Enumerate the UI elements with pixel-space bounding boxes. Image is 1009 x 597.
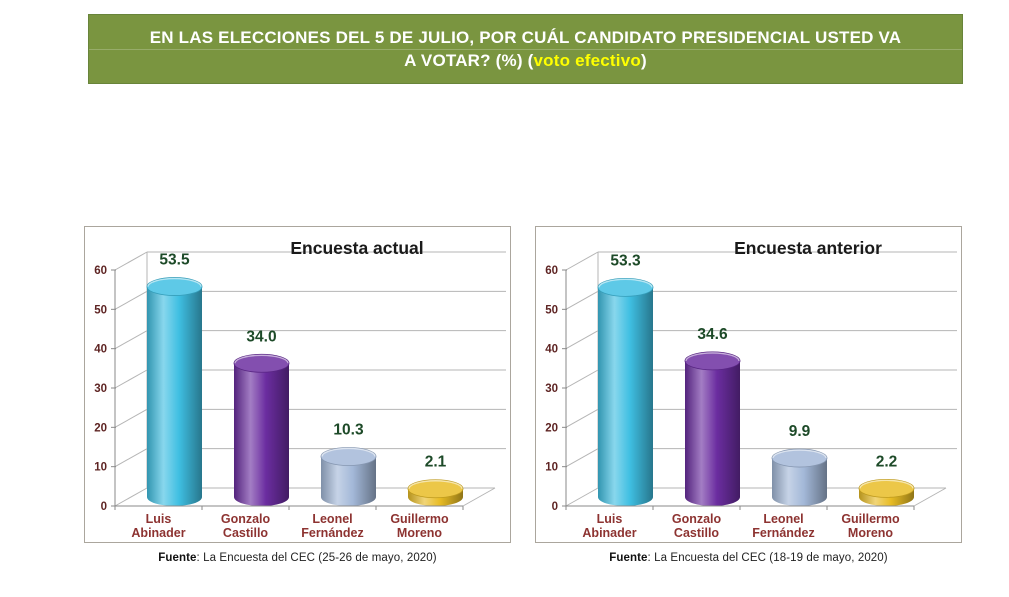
chart-title: Encuesta anterior — [734, 238, 882, 258]
cylinder-top-gonzalo-castillo — [684, 351, 741, 371]
y-tick-label: 40 — [545, 344, 558, 356]
y-tick-label: 30 — [94, 383, 107, 395]
question-text-suffix: ) — [640, 51, 647, 70]
cylinder-top-luis-abinader — [597, 277, 654, 297]
value-label-guillermo-moreno: 2.2 — [876, 453, 898, 470]
cylinder-body-leonel-fernandez — [321, 456, 376, 506]
y-tick-label: 60 — [545, 265, 558, 277]
category-label-luis-abinader: Abinader — [131, 526, 185, 540]
cylinder-body-gonzalo-castillo — [685, 360, 740, 506]
gridline-diagonal — [114, 408, 148, 428]
gridline-diagonal — [565, 290, 599, 310]
floor-right-diagonal — [913, 487, 947, 507]
cylinder-top-highlight — [685, 352, 740, 362]
gridline-diagonal — [565, 251, 599, 271]
gridline-diagonal — [114, 369, 148, 389]
value-label-leonel-fernandez: 9.9 — [789, 423, 811, 440]
question-text-prefix: A VOTAR? (%) ( — [404, 51, 534, 70]
cylinder-top-highlight — [598, 278, 653, 288]
question-banner: EN LAS ELECCIONES DEL 5 DE JULIO, POR CU… — [88, 14, 963, 84]
y-tick-label: 50 — [545, 304, 558, 316]
category-label-gonzalo-castillo: Gonzalo — [672, 512, 722, 526]
cylinder-top-leonel-fernandez — [320, 447, 377, 466]
value-label-gonzalo-castillo: 34.0 — [246, 328, 276, 345]
y-tick-label: 50 — [94, 304, 107, 316]
category-label-guillermo-moreno: Moreno — [397, 526, 443, 540]
gridline-diagonal — [565, 330, 599, 350]
y-tick-label: 60 — [94, 265, 107, 277]
y-tick-label: 30 — [545, 383, 558, 395]
cylinder-top-highlight — [408, 480, 463, 489]
question-highlight: voto efectivo — [533, 51, 641, 70]
category-label-luis-abinader: Luis — [597, 512, 623, 526]
value-label-guillermo-moreno: 2.1 — [425, 454, 447, 471]
category-label-guillermo-moreno: Guillermo — [390, 512, 449, 526]
gridline-diagonal — [114, 290, 148, 310]
category-label-gonzalo-castillo: Castillo — [223, 526, 269, 540]
gridline-diagonal — [565, 408, 599, 428]
category-label-gonzalo-castillo: Castillo — [674, 526, 720, 540]
source-text: : La Encuesta del CEC (18-19 de mayo, 20… — [647, 552, 888, 564]
cylinder-body-gonzalo-castillo — [234, 363, 289, 506]
chart-title: Encuesta actual — [290, 238, 423, 258]
cylinder-top-luis-abinader — [146, 277, 203, 296]
gridline-diagonal — [565, 369, 599, 389]
category-label-leonel-fernandez: Fernández — [301, 526, 364, 540]
question-line-2: A VOTAR? (%) (voto efectivo) — [404, 49, 647, 72]
cylinder-top-leonel-fernandez — [771, 448, 828, 468]
value-label-leonel-fernandez: 10.3 — [333, 421, 364, 438]
value-label-luis-abinader: 53.3 — [610, 252, 641, 269]
y-tick-label: 10 — [545, 462, 558, 474]
y-tick-label: 40 — [94, 344, 107, 356]
floor-right-diagonal — [462, 487, 496, 507]
cylinder-top-guillermo-moreno — [407, 479, 464, 499]
cylinder-body-luis-abinader — [147, 286, 202, 506]
chart-panel-anterior: 53.3 34.6 9.9 2.2 0 10 20 30 40 50 60 Luis Abinader G… — [535, 226, 962, 543]
value-label-luis-abinader: 53.5 — [159, 252, 190, 269]
gridline-diagonal — [114, 448, 148, 468]
chart-source-actual: Fuente: La Encuesta del CEC (25-26 de ma… — [84, 552, 511, 564]
y-tick-label: 0 — [552, 501, 558, 513]
gridline-diagonal — [114, 487, 148, 507]
cylinder-body-luis-abinader — [598, 287, 653, 506]
category-label-gonzalo-castillo: Gonzalo — [221, 512, 271, 526]
y-tick-label: 20 — [545, 422, 558, 434]
y-tick-label: 20 — [94, 422, 107, 434]
chart-panel-actual: 53.5 34.0 10.3 2.1 0 10 20 30 40 50 60 Luis Abinader… — [84, 226, 511, 543]
cylinder-top-highlight — [234, 354, 289, 364]
source-label: Fuente — [158, 552, 197, 564]
cylinder-top-gonzalo-castillo — [233, 353, 290, 373]
question-text: EN LAS ELECCIONES DEL 5 DE JULIO, POR CU… — [149, 27, 902, 47]
question-line-1: EN LAS ELECCIONES DEL 5 DE JULIO, POR CU… — [150, 26, 902, 49]
gridline-diagonal — [114, 330, 148, 350]
cylinder-top-highlight — [859, 479, 914, 489]
value-label-gonzalo-castillo: 34.6 — [697, 326, 728, 343]
gridline-diagonal — [565, 487, 599, 507]
y-tick-label: 10 — [94, 462, 107, 474]
category-label-luis-abinader: Luis — [146, 512, 172, 526]
category-label-guillermo-moreno: Moreno — [848, 526, 894, 540]
y-tick-label: 0 — [101, 501, 107, 513]
gridline-diagonal — [565, 448, 599, 468]
gridline-diagonal — [114, 251, 148, 271]
chart-source-anterior: Fuente: La Encuesta del CEC (18-19 de ma… — [535, 552, 962, 564]
cylinder-top-highlight — [321, 447, 376, 457]
cylinder-top-highlight — [772, 449, 827, 459]
category-label-guillermo-moreno: Guillermo — [841, 512, 900, 526]
source-label: Fuente — [609, 552, 648, 564]
category-label-leonel-fernandez: Fernández — [752, 526, 815, 540]
cylinder-top-guillermo-moreno — [858, 478, 915, 498]
cylinder-body-leonel-fernandez — [772, 458, 827, 506]
category-label-leonel-fernandez: Leonel — [763, 512, 803, 526]
chart-svg-actual: 53.5 34.0 10.3 2.1 0 10 20 30 40 50 60 LuisAbinader… — [94, 238, 506, 540]
cylinder-top-highlight — [147, 277, 202, 287]
category-label-luis-abinader: Abinader — [582, 526, 636, 540]
category-label-leonel-fernandez: Leonel — [312, 512, 352, 526]
source-text: : La Encuesta del CEC (25-26 de mayo, 20… — [196, 552, 437, 564]
